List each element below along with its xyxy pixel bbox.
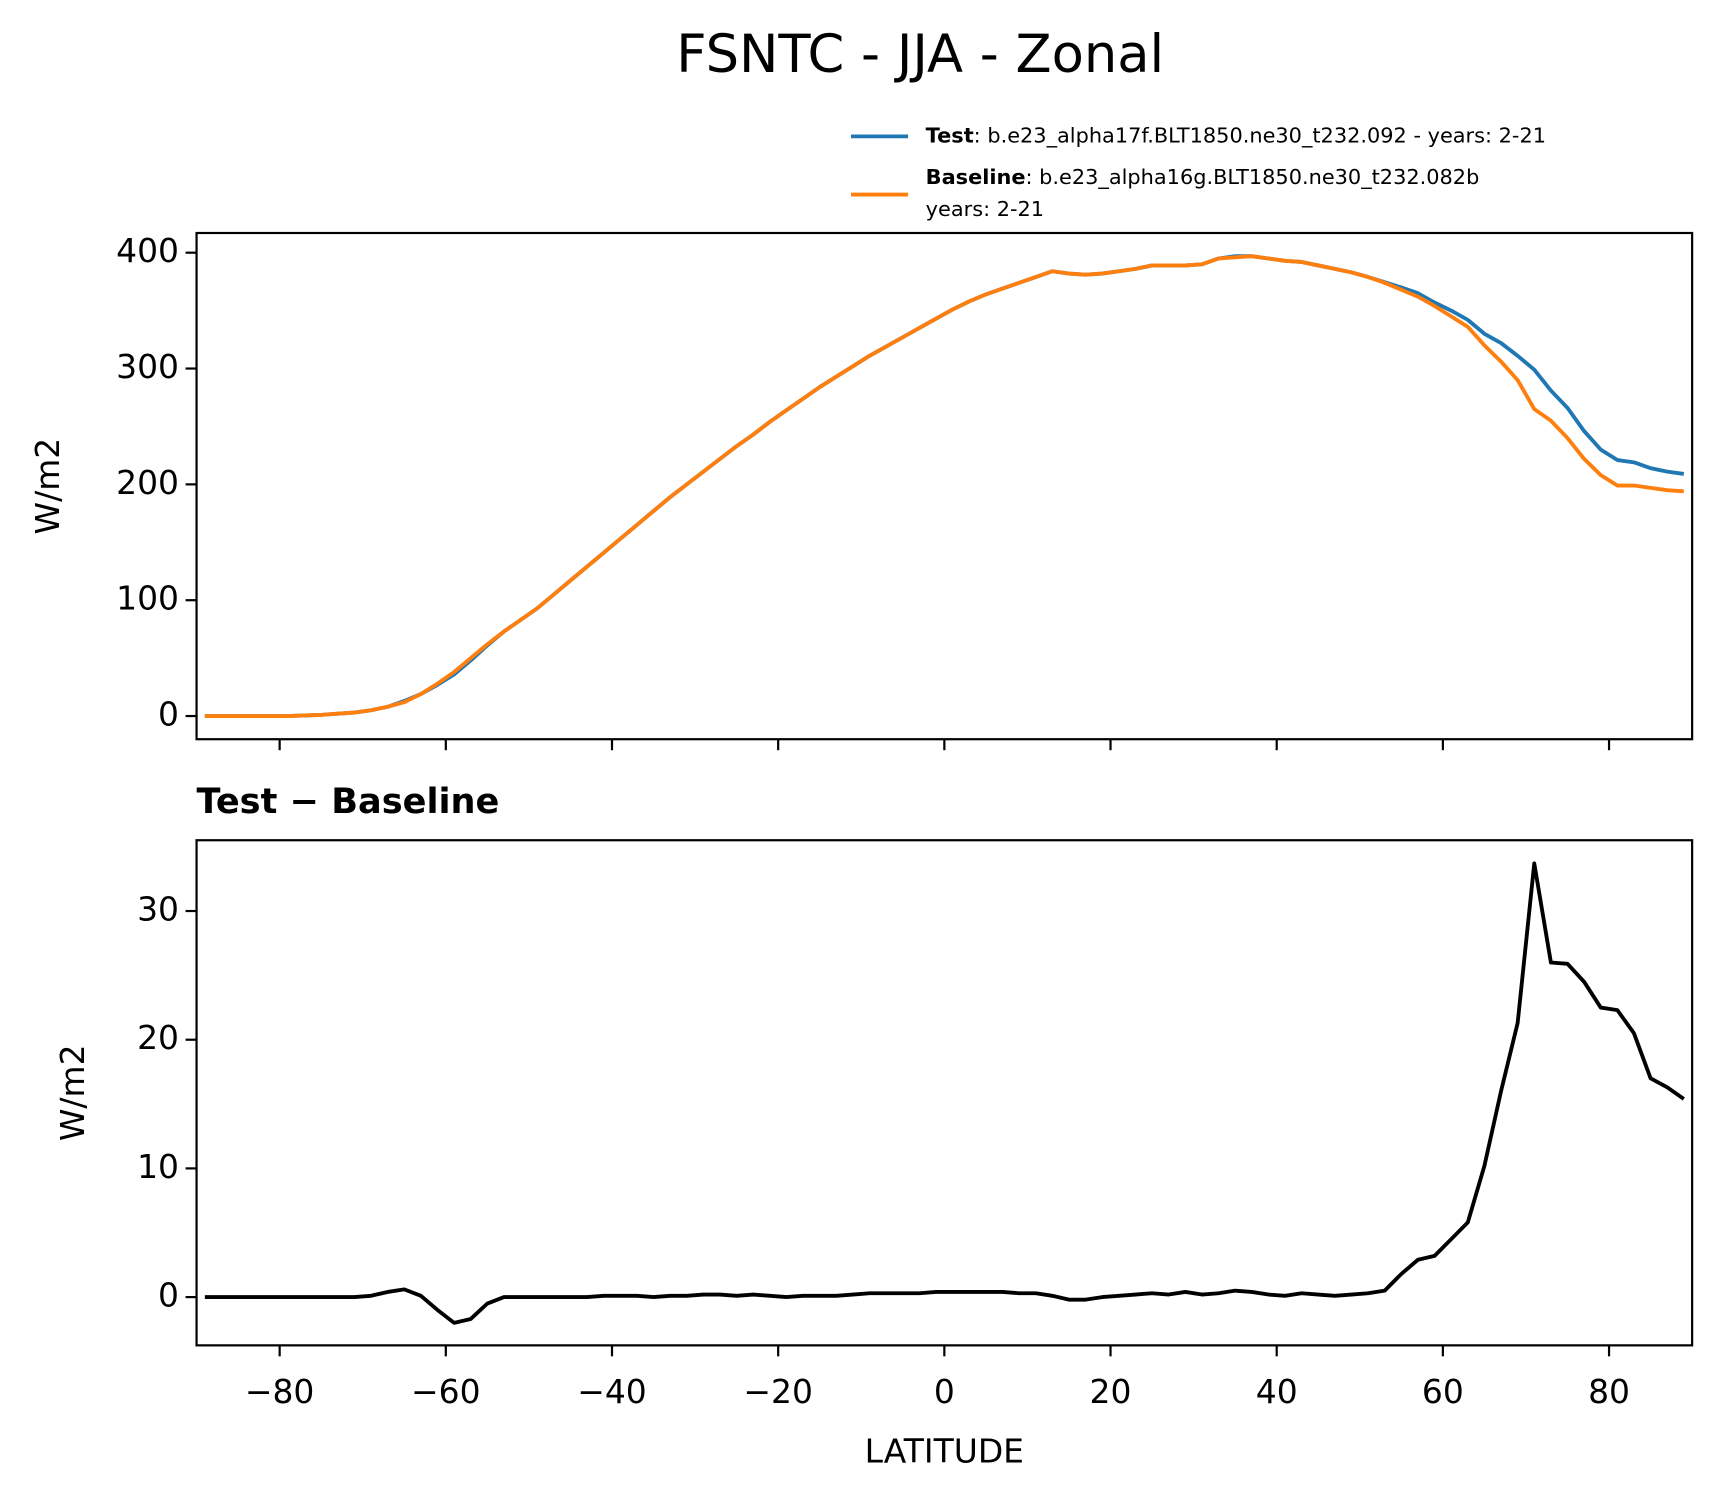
- series-line: [204, 861, 1685, 1325]
- x-tick-label: −80: [245, 1372, 315, 1411]
- legend-description: : b.e23_alpha17f.BLT1850.ne30_t232.092 -…: [974, 123, 1546, 148]
- y-tick-label: 300: [116, 347, 179, 386]
- series-line: [204, 254, 1684, 718]
- subplot-title: Test − Baseline: [197, 781, 500, 822]
- legend-name: Baseline: [926, 165, 1026, 189]
- legend: Test: b.e23_alpha17f.BLT1850.ne30_t232.0…: [851, 123, 1546, 221]
- y-tick-label: 0: [158, 1276, 179, 1315]
- axes-frame: [195, 839, 1694, 1347]
- axes-frame: [195, 231, 1694, 741]
- y-axis-label: W/m2: [53, 1044, 92, 1141]
- x-tick-label: 20: [1090, 1372, 1132, 1411]
- figure-title: FSNTC - JJA - Zonal: [676, 24, 1164, 85]
- y-tick-label: 400: [116, 231, 179, 270]
- legend-description: : b.e23_alpha16g.BLT1850.ne30_t232.082b: [1026, 165, 1480, 190]
- legend-entry: Baseline: b.e23_alpha16g.BLT1850.ne30_t2…: [926, 165, 1480, 190]
- y-tick-label: 0: [158, 695, 179, 734]
- y-tick-label: 20: [137, 1018, 179, 1057]
- y-axis-label: W/m2: [28, 438, 67, 535]
- x-tick-label: −60: [411, 1372, 481, 1411]
- x-tick-label: 40: [1256, 1372, 1298, 1411]
- legend-description: years: 2-21: [926, 197, 1044, 221]
- legend-entry: Test: b.e23_alpha17f.BLT1850.ne30_t232.0…: [926, 123, 1546, 148]
- x-axis-label: LATITUDE: [865, 1431, 1024, 1470]
- y-tick-label: 100: [116, 579, 179, 618]
- x-tick-label: −40: [577, 1372, 647, 1411]
- x-tick-label: −20: [743, 1372, 813, 1411]
- x-tick-label: 80: [1588, 1372, 1630, 1411]
- x-tick-label: 0: [934, 1372, 955, 1411]
- x-tick-label: 60: [1422, 1372, 1464, 1411]
- y-tick-label: 200: [116, 463, 179, 502]
- legend-name: Test: [926, 123, 974, 147]
- y-tick-label: 30: [137, 890, 179, 929]
- y-tick-label: 10: [137, 1147, 179, 1186]
